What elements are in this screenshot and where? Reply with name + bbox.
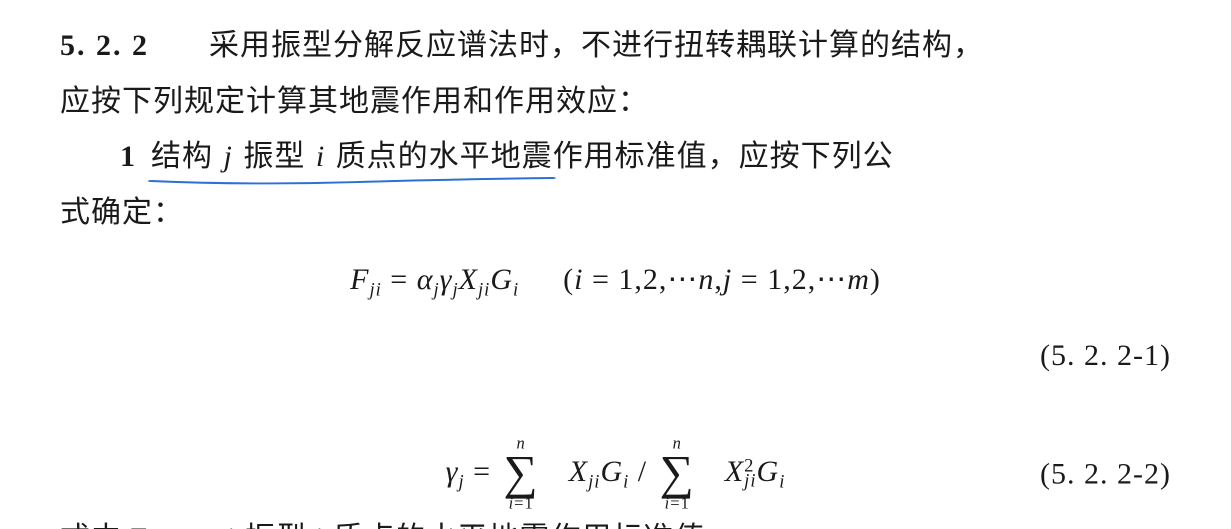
underlined-phrase: 结构 j 振型 i 质点的水平地震	[151, 129, 553, 185]
document-page: 5. 2. 2 采用振型分解反应谱法时，不进行扭转耦联计算的结构， 应按下列规定计…	[0, 0, 1231, 523]
item-1-number: 1	[120, 140, 136, 173]
equation-2-block: γj = n ∑ i=1 XjiGi / n ∑ i=1 X2jiGi (5. …	[60, 424, 1171, 524]
cutoff-text: 式中 F —— j 振型 i 质点的水平地震作用标准值	[60, 511, 705, 529]
item-1-text-mid2: 质点的水平地震	[327, 140, 553, 173]
equation-1: Fji = αjγjXjiGi (i = 1,2,⋯n,j = 1,2,⋯m)	[350, 252, 881, 308]
equation-2: γj = n ∑ i=1 XjiGi / n ∑ i=1 X2jiGi	[446, 435, 786, 512]
item-1-text-mid1: 振型	[235, 140, 314, 173]
item-1-line2: 式确定：	[60, 185, 1171, 241]
equation-1-block: Fji = αjγjXjiGi (i = 1,2,⋯n,j = 1,2,⋯m)	[60, 250, 1171, 310]
variable-j: j	[222, 140, 235, 173]
summation-1: n ∑ i=1	[504, 435, 539, 512]
summation-2: n ∑ i=1	[660, 435, 695, 512]
section-intro-line2: 应按下列规定计算其地震作用和作用效应：	[60, 74, 1171, 130]
equation-2-number: (5. 2. 2-2)	[1040, 446, 1171, 502]
section-intro-text-1: 采用振型分解反应谱法时，不进行扭转耦联计算的结构，	[209, 29, 984, 62]
equation-1-number: (5. 2. 2-1)	[60, 328, 1171, 384]
item-1-para: 1 结构 j 振型 i 质点的水平地震 作用标准值，应按下列公	[60, 129, 1171, 185]
section-intro-para: 5. 2. 2 采用振型分解反应谱法时，不进行扭转耦联计算的结构，	[60, 18, 1171, 74]
section-number: 5. 2. 2	[60, 29, 149, 62]
item-1-text-post: 作用标准值，应按下列公	[553, 140, 894, 173]
variable-i: i	[314, 140, 327, 173]
item-1-text-pre: 结构	[151, 140, 222, 173]
